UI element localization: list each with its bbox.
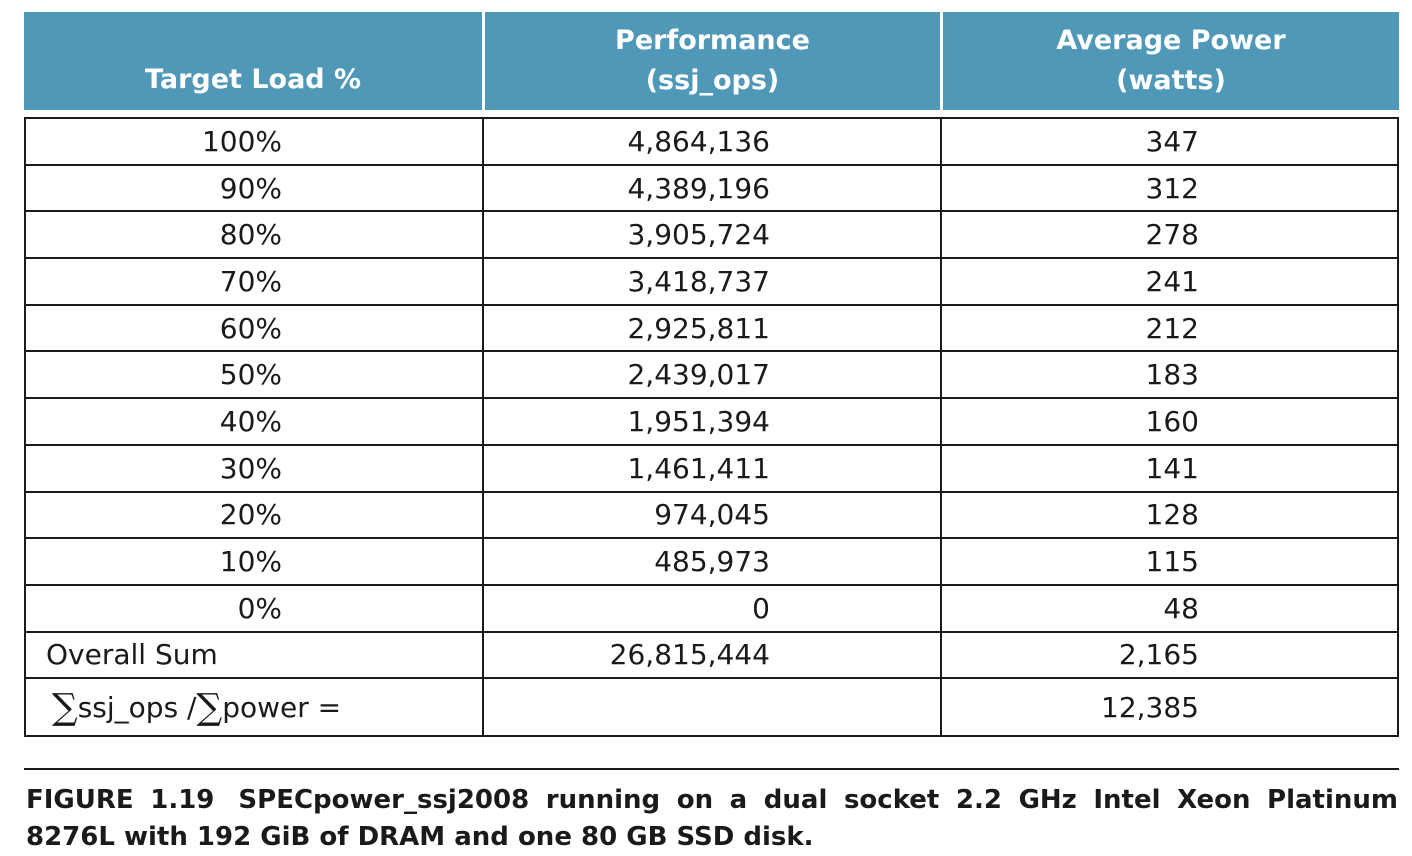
target-load-cell: 20%: [219, 498, 282, 532]
target-load-cell: 100%: [201, 124, 282, 158]
table-row: 20% 974,045 128: [26, 492, 1397, 540]
ssj-ops-cell: 2,925,811: [482, 305, 940, 351]
ssj-ops-cell: 2,439,017: [482, 352, 940, 398]
table-row: 70% 3,418,737 241: [26, 259, 1397, 306]
table-row: 0% 0 48: [26, 585, 1397, 633]
ratio-power-cell: 12,385: [940, 679, 1397, 736]
table-row: 80% 3,905,724 278: [26, 212, 1397, 260]
overall-ops-cell: 26,815,444: [482, 632, 940, 678]
table-row: 50% 2,439,017 183: [26, 352, 1397, 400]
ratio-ops-cell: [482, 679, 940, 736]
power-cell: 212: [940, 305, 1397, 351]
ssj-ops-cell: 974,045: [482, 492, 940, 538]
target-load-cell: 90%: [219, 171, 282, 205]
target-load-cell: 30%: [219, 451, 282, 485]
header-performance-unit: (ssj_ops): [645, 65, 780, 96]
header-power-label: Average Power: [1056, 25, 1286, 56]
ssj-ops-cell: 4,864,136: [482, 119, 940, 164]
table-header: Target Load % Performance (ssj_ops) Aver…: [24, 12, 1399, 110]
caption-text: SPECpower_ssj2008 running on a dual sock…: [26, 785, 1399, 852]
formula-part1: ssj_ops /: [77, 690, 197, 724]
power-cell: 48: [940, 585, 1397, 631]
header-performance-label: Performance: [615, 25, 810, 56]
header-target-load-label: Target Load %: [144, 64, 362, 95]
table-row: 10% 485,973 115: [26, 539, 1397, 586]
figure-caption: FIGURE 1.19 SPECpower_ssj2008 running on …: [26, 782, 1398, 856]
table-row: 100% 4,864,136 347: [26, 119, 1397, 166]
ssj-ops-cell: 4,389,196: [482, 165, 940, 211]
power-cell: 141: [940, 445, 1397, 491]
power-cell: 115: [940, 539, 1397, 584]
table-row: 30% 1,461,411 141: [26, 445, 1397, 493]
target-load-cell: 80%: [219, 218, 282, 252]
target-load-cell: 40%: [219, 404, 282, 438]
overall-sum-row: Overall Sum 26,815,444 2,165: [26, 632, 1397, 680]
power-cell: 160: [940, 399, 1397, 444]
power-cell: 241: [940, 259, 1397, 304]
ssj-ops-cell: 3,905,724: [482, 212, 940, 258]
sigma-symbol: ∑: [52, 686, 78, 728]
power-cell: 312: [940, 165, 1397, 211]
ssj-ops-cell: 0: [482, 585, 940, 631]
table-row: 90% 4,389,196 312: [26, 165, 1397, 213]
target-load-cell: 0%: [237, 591, 282, 625]
sigma-symbol: ∑: [196, 686, 223, 728]
target-load-cell: 60%: [219, 311, 282, 345]
table-row: 40% 1,951,394 160: [26, 399, 1397, 446]
overall-sum-label: Overall Sum: [46, 638, 218, 672]
ratio-formula: ∑ ssj_ops / ∑ power =: [26, 679, 482, 735]
power-cell: 183: [940, 352, 1397, 398]
header-average-power: Average Power (watts): [940, 12, 1399, 110]
ssj-ops-cell: 3,418,737: [482, 259, 940, 304]
ssj-ops-cell: 1,461,411: [482, 445, 940, 491]
header-power-unit: (watts): [1116, 65, 1226, 96]
table-body: 100% 4,864,136 347 90% 4,389,196 312 80%…: [24, 117, 1399, 738]
caption-divider: [24, 768, 1399, 770]
target-load-cell: 10%: [219, 545, 282, 579]
power-cell: 278: [940, 212, 1397, 258]
table-row: 60% 2,925,811 212: [26, 305, 1397, 353]
figure-label: FIGURE 1.19: [26, 785, 215, 815]
ssj-ops-cell: 1,951,394: [482, 399, 940, 444]
power-cell: 347: [940, 119, 1397, 164]
header-target-load: Target Load %: [24, 12, 482, 110]
results-table: Target Load % Performance (ssj_ops) Aver…: [24, 12, 1399, 738]
target-load-cell: 50%: [219, 358, 282, 392]
power-cell: 128: [940, 492, 1397, 538]
target-load-cell: 70%: [219, 264, 282, 298]
header-performance: Performance (ssj_ops): [482, 12, 940, 110]
ratio-row: ∑ ssj_ops / ∑ power = 12,385: [26, 679, 1397, 738]
ssj-ops-cell: 485,973: [482, 539, 940, 584]
formula-part2: power =: [222, 690, 342, 724]
overall-power-cell: 2,165: [940, 632, 1397, 678]
